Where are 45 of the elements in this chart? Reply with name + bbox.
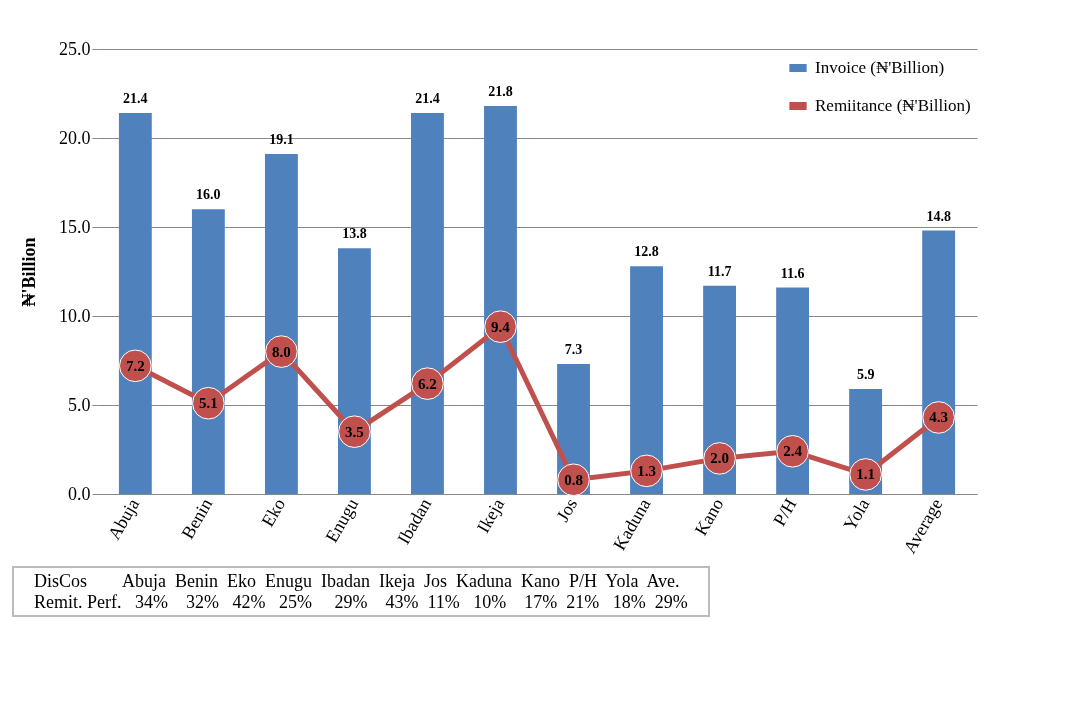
x-tick-label: Jos: [552, 495, 582, 525]
data-label: 9.4: [491, 318, 511, 335]
y-tick-label: 10.0: [59, 305, 91, 326]
data-label: 13.8: [342, 226, 367, 242]
data-label: 11.6: [780, 265, 805, 281]
data-label: 2.0: [710, 450, 729, 467]
data-label: 5.1: [198, 395, 218, 412]
data-label: 21.4: [415, 91, 440, 107]
data-label: 11.7: [707, 263, 732, 279]
data-label: 1.3: [637, 462, 656, 479]
data-label: 8.0: [272, 343, 291, 360]
data-label: 12.8: [634, 244, 659, 260]
text: DisCos Abuja Benin Eko Enugu Ibadan Ikeja Jos Kaduna Kano P/H Yola Ave.: [34, 571, 681, 592]
legend-label: Invoice (₦'Billion): [815, 58, 945, 77]
data-label: 7.2: [125, 357, 145, 374]
data-label: 4.3: [929, 409, 949, 426]
data-label: 14.8: [926, 208, 951, 224]
bar: [191, 209, 225, 494]
y-tick-label: 25.0: [59, 38, 91, 59]
y-tick-label: 0.0: [68, 483, 91, 504]
data-label: 0.8: [564, 471, 583, 488]
data-label: 21.8: [488, 83, 513, 99]
legend-label: Remiitance (₦'Billion): [815, 96, 971, 115]
data-label: 2.4: [783, 443, 803, 460]
y-tick-label: 15.0: [59, 216, 91, 237]
x-tick-label: Yola: [839, 494, 874, 534]
data-label: 16.0: [196, 187, 221, 203]
data-label: 7.3: [564, 342, 583, 358]
bar: [118, 113, 152, 494]
text: Remit. Perf. 34% 32% 42% 25% 29% 43% 11% 10% 17% 21% 18% 29%: [34, 591, 688, 613]
bar: [264, 154, 298, 494]
y-tick-label: 5.0: [68, 394, 91, 415]
data-label: 21.4: [123, 91, 148, 107]
data-label: 19.1: [269, 132, 294, 148]
bar: [484, 105, 517, 494]
bar: [411, 113, 444, 494]
bar: [922, 230, 956, 494]
data-label: 1.1: [856, 466, 876, 483]
data-label: 3.5: [345, 423, 364, 440]
y-axis-title: ₦'Billion: [19, 237, 39, 307]
y-tick-label: 20.0: [59, 127, 91, 148]
data-label: 5.9: [856, 366, 875, 382]
x-tick-label: P/H: [769, 495, 801, 530]
x-tick-label: Eko: [257, 495, 290, 531]
data-label: 6.2: [418, 375, 437, 392]
